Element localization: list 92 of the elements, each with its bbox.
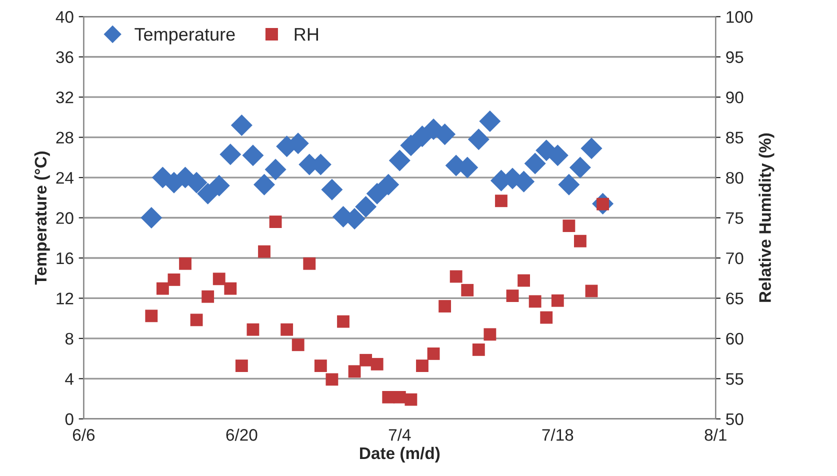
point xyxy=(569,156,591,178)
point xyxy=(168,274,180,286)
y-tick-label: 36 xyxy=(56,51,74,64)
point xyxy=(348,365,361,378)
point xyxy=(468,128,490,150)
point xyxy=(524,152,546,174)
point xyxy=(280,323,294,336)
point xyxy=(235,360,248,372)
point xyxy=(404,393,418,406)
x-tick-label: 7/18 xyxy=(542,428,574,441)
point xyxy=(388,150,410,172)
point xyxy=(355,196,377,218)
y-tick-label: 32 xyxy=(56,92,74,104)
x-tick-label: 6/20 xyxy=(226,428,258,441)
y-tick-label: 4 xyxy=(65,373,74,385)
point xyxy=(140,207,162,229)
y-tick-label: 8 xyxy=(65,332,74,345)
y2-tick-label: 50 xyxy=(726,413,744,426)
y2-tick-label: 55 xyxy=(726,373,744,385)
point xyxy=(416,360,428,372)
point xyxy=(321,178,343,200)
point xyxy=(518,274,530,287)
point xyxy=(370,358,384,370)
y2-axis-title: Relative Humidity (%) xyxy=(758,133,774,302)
point xyxy=(190,314,203,326)
point xyxy=(212,272,226,286)
point xyxy=(269,216,282,228)
point xyxy=(585,284,598,298)
point xyxy=(479,110,501,132)
point xyxy=(528,295,542,308)
point xyxy=(253,174,276,196)
x-tick-label: 8/1 xyxy=(704,428,726,441)
point xyxy=(360,354,372,366)
point xyxy=(208,174,230,196)
point xyxy=(242,144,264,166)
y-tick-label: 28 xyxy=(56,132,74,144)
x-tick-label: 7/4 xyxy=(388,428,411,441)
point xyxy=(179,257,192,270)
point xyxy=(314,360,327,372)
legend-label: RH xyxy=(294,28,318,41)
point xyxy=(378,174,400,196)
point xyxy=(156,282,169,295)
point xyxy=(366,182,388,204)
point xyxy=(337,315,350,328)
y-tick-label: 12 xyxy=(56,292,74,304)
point xyxy=(292,338,304,352)
y2-tick-label: 95 xyxy=(726,51,744,64)
point xyxy=(574,234,586,248)
point xyxy=(551,294,564,307)
point xyxy=(461,284,474,296)
point xyxy=(202,290,214,303)
y2-tick-label: 70 xyxy=(726,252,744,264)
point xyxy=(230,114,252,136)
point xyxy=(264,158,286,180)
y2-tick-label: 80 xyxy=(726,172,744,184)
point xyxy=(562,220,576,232)
point xyxy=(258,245,270,258)
point xyxy=(220,144,242,166)
point xyxy=(145,310,158,322)
y2-tick-label: 75 xyxy=(726,212,744,224)
y-tick-label: 40 xyxy=(56,11,74,23)
point xyxy=(438,300,452,312)
point xyxy=(472,343,485,356)
point xyxy=(246,323,260,336)
y-tick-label: 20 xyxy=(56,212,74,224)
point xyxy=(558,174,580,196)
y-tick-label: 0 xyxy=(65,413,74,426)
point xyxy=(326,373,338,386)
y2-tick-label: 100 xyxy=(726,11,753,23)
y-tick-label: 16 xyxy=(56,252,74,264)
y-tick-label: 24 xyxy=(56,172,74,184)
point xyxy=(450,270,462,283)
y2-tick-label: 65 xyxy=(726,292,744,304)
point xyxy=(197,182,219,204)
point xyxy=(484,328,496,341)
point xyxy=(224,282,237,295)
point xyxy=(382,390,395,404)
point xyxy=(495,194,508,208)
y2-tick-label: 85 xyxy=(726,132,744,144)
point xyxy=(540,311,553,324)
x-axis-title: Date (m/d) xyxy=(360,446,440,462)
y-axis-title: Temperature (°C) xyxy=(34,152,50,285)
point xyxy=(580,138,602,160)
point xyxy=(427,348,440,360)
y2-tick-label: 90 xyxy=(726,92,744,104)
point xyxy=(400,134,422,156)
legend-label: Temperature xyxy=(134,28,235,44)
point xyxy=(506,290,519,302)
x-tick-label: 6/6 xyxy=(72,428,95,441)
y2-tick-label: 60 xyxy=(726,332,744,345)
point xyxy=(393,390,406,404)
point xyxy=(303,257,316,270)
